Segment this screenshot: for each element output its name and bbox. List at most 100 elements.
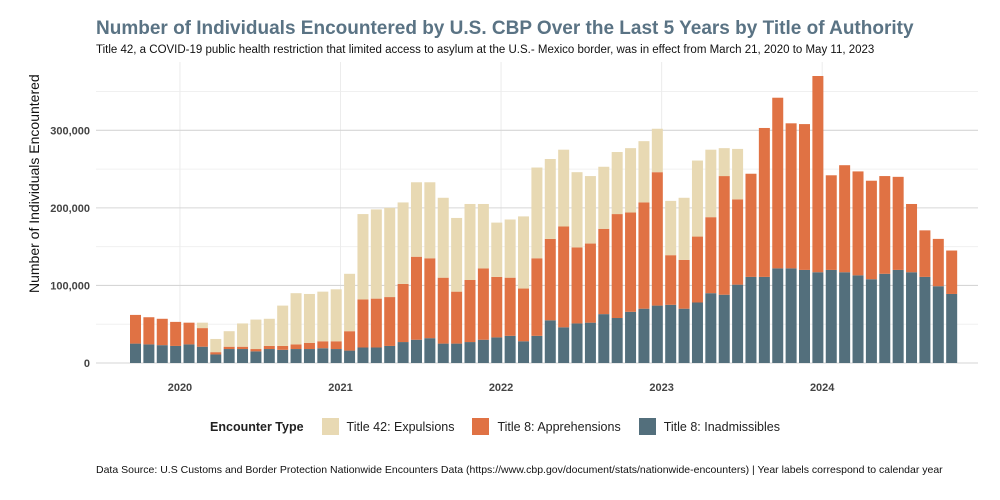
legend-swatch-expulsions bbox=[321, 418, 339, 435]
y-tick-label: 0 bbox=[84, 358, 90, 370]
bar-segment-title-8-apprehensions bbox=[344, 331, 356, 351]
chart-subtitle: Title 42, a COVID-19 public health restr… bbox=[96, 44, 875, 56]
bar-segment-title-8-inadmissibles bbox=[518, 341, 530, 363]
bar-segment-title-42-expulsions bbox=[303, 293, 315, 343]
bar-segment-title-8-apprehensions bbox=[464, 280, 476, 343]
legend-swatch-apprehensions bbox=[472, 418, 490, 435]
bar-segment-title-8-apprehensions bbox=[156, 318, 168, 346]
bar-segment-title-8-inadmissibles bbox=[330, 349, 342, 363]
bar-segment-title-8-inadmissibles bbox=[732, 284, 744, 363]
bar-segment-title-8-inadmissibles bbox=[357, 347, 369, 363]
bar-segment-title-42-expulsions bbox=[477, 203, 489, 269]
bar-segment-title-42-expulsions bbox=[384, 207, 396, 298]
bar-segment-title-8-apprehensions bbox=[183, 322, 195, 345]
bar-segment-title-42-expulsions bbox=[344, 273, 356, 332]
bar-segment-title-42-expulsions bbox=[410, 182, 422, 257]
bar-segment-title-8-inadmissibles bbox=[825, 269, 837, 363]
bar-segment-title-8-apprehensions bbox=[531, 258, 543, 336]
bar-segment-title-42-expulsions bbox=[424, 182, 436, 259]
bar-segment-title-8-inadmissibles bbox=[196, 346, 208, 363]
bar-segment-title-8-inadmissibles bbox=[531, 335, 543, 363]
bar-segment-title-42-expulsions bbox=[611, 152, 623, 215]
bar-segment-title-8-apprehensions bbox=[544, 238, 556, 321]
bar-segment-title-8-apprehensions bbox=[451, 291, 463, 344]
bar-segment-title-42-expulsions bbox=[397, 202, 409, 284]
bar-segment-title-8-inadmissibles bbox=[317, 348, 329, 363]
legend-label-expulsions: Title 42: Expulsions bbox=[346, 419, 455, 434]
bar-segment-title-42-expulsions bbox=[196, 322, 208, 329]
bar-segment-title-42-expulsions bbox=[558, 149, 570, 227]
bar-segment-title-8-inadmissibles bbox=[250, 351, 262, 363]
bar-segment-title-8-apprehensions bbox=[196, 328, 208, 347]
bar-segment-title-8-inadmissibles bbox=[303, 349, 315, 363]
bar-segment-title-8-inadmissibles bbox=[397, 342, 409, 363]
bar-segment-title-42-expulsions bbox=[250, 319, 262, 350]
bar-segment-title-8-inadmissibles bbox=[906, 272, 918, 363]
bar-segment-title-8-apprehensions bbox=[839, 165, 851, 273]
bar-segment-title-8-inadmissibles bbox=[170, 345, 182, 363]
bar-segment-title-42-expulsions bbox=[277, 305, 289, 346]
bar-segment-title-8-apprehensions bbox=[799, 124, 810, 270]
bar-segment-title-8-apprehensions bbox=[330, 341, 342, 350]
bar-segment-title-8-apprehensions bbox=[277, 345, 289, 350]
bar-segment-title-42-expulsions bbox=[732, 148, 744, 200]
bar-segment-title-8-apprehensions bbox=[785, 123, 797, 269]
bar-segment-title-8-inadmissibles bbox=[437, 343, 449, 363]
bar-segment-title-8-inadmissibles bbox=[156, 345, 168, 363]
bar-segment-title-8-apprehensions bbox=[410, 256, 422, 340]
bar-segment-title-8-inadmissibles bbox=[130, 343, 141, 363]
bar-segment-title-8-inadmissibles bbox=[892, 269, 904, 363]
bar-segment-title-42-expulsions bbox=[437, 197, 449, 278]
bar-segment-title-8-inadmissibles bbox=[584, 322, 596, 363]
bar-segment-title-8-apprehensions bbox=[946, 250, 958, 294]
bar-segment-title-8-apprehensions bbox=[317, 341, 329, 349]
bar-segment-title-42-expulsions bbox=[705, 149, 717, 218]
y-tick-label: 300,000 bbox=[50, 125, 90, 137]
bar-segment-title-8-apprehensions bbox=[745, 173, 757, 277]
bar-segment-title-8-apprehensions bbox=[879, 176, 891, 274]
bar-segment-title-8-apprehensions bbox=[611, 214, 623, 319]
x-tick-label: 2021 bbox=[328, 382, 352, 394]
bar-segment-title-8-apprehensions bbox=[865, 180, 877, 280]
bar-segment-title-8-inadmissibles bbox=[558, 327, 570, 363]
bar-segment-title-8-apprehensions bbox=[772, 97, 784, 269]
bar-segment-title-8-apprehensions bbox=[370, 298, 382, 348]
bar-segment-title-8-apprehensions bbox=[691, 236, 703, 303]
x-tick-label: 2020 bbox=[168, 382, 192, 394]
bar-segment-title-8-apprehensions bbox=[678, 259, 690, 309]
bar-segment-title-8-inadmissibles bbox=[879, 273, 891, 363]
bar-segment-title-8-apprehensions bbox=[424, 258, 436, 339]
bar-segment-title-8-inadmissibles bbox=[678, 308, 690, 363]
bar-segment-title-42-expulsions bbox=[504, 219, 516, 278]
bar-segment-title-8-inadmissibles bbox=[277, 349, 289, 363]
bar-segment-title-8-inadmissibles bbox=[865, 279, 877, 363]
bar-segment-title-8-apprehensions bbox=[170, 321, 182, 346]
legend-title: Encounter Type bbox=[210, 419, 304, 434]
bar-segment-title-42-expulsions bbox=[451, 217, 463, 292]
bar-segment-title-8-apprehensions bbox=[758, 127, 770, 277]
bar-segment-title-8-apprehensions bbox=[571, 247, 583, 324]
bar-segment-title-8-inadmissibles bbox=[237, 349, 249, 363]
bar-segment-title-8-inadmissibles bbox=[812, 272, 824, 363]
legend-label-apprehensions: Title 8: Apprehensions bbox=[497, 419, 621, 434]
bar-segment-title-8-apprehensions bbox=[384, 297, 396, 346]
bar-segment-title-8-inadmissibles bbox=[544, 320, 556, 363]
bar-segment-title-8-apprehensions bbox=[223, 346, 235, 350]
bar-segment-title-8-inadmissibles bbox=[705, 293, 717, 363]
bar-segment-title-8-inadmissibles bbox=[691, 302, 703, 363]
bar-segment-title-8-inadmissibles bbox=[410, 339, 422, 363]
bar-segment-title-8-inadmissibles bbox=[745, 276, 757, 363]
bar-segment-title-42-expulsions bbox=[330, 289, 342, 342]
bar-segment-title-42-expulsions bbox=[290, 293, 302, 345]
bar-segment-title-42-expulsions bbox=[263, 318, 275, 346]
bar-segment-title-8-inadmissibles bbox=[143, 344, 155, 363]
bar-segment-title-8-inadmissibles bbox=[772, 268, 784, 363]
bar-segment-title-8-apprehensions bbox=[518, 288, 530, 342]
bar-segment-title-8-apprehensions bbox=[932, 238, 944, 287]
bar-segment-title-8-inadmissibles bbox=[598, 314, 610, 363]
bar-segment-title-8-inadmissibles bbox=[504, 335, 516, 363]
y-tick-label: 100,000 bbox=[50, 280, 90, 292]
bar-segment-title-8-inadmissibles bbox=[571, 323, 583, 363]
bar-segment-title-8-inadmissibles bbox=[799, 269, 810, 363]
